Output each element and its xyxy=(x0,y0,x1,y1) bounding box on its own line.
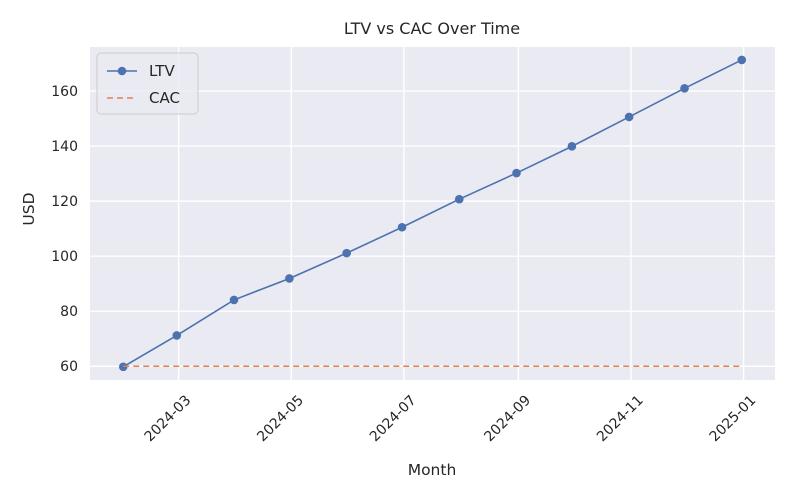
x-axis-title: Month xyxy=(408,461,457,479)
ltv-point xyxy=(229,295,239,305)
y-axis-title: USD xyxy=(20,192,38,225)
ltv-point xyxy=(737,55,747,65)
y-tick-label: 80 xyxy=(60,304,78,320)
y-tick-label: 120 xyxy=(51,194,78,210)
x-tick-label: 2025-01 xyxy=(707,392,760,445)
ltv-point xyxy=(397,222,407,232)
y-tick-label: 100 xyxy=(51,249,78,265)
ltv-point xyxy=(118,362,128,372)
legend-ltv-marker xyxy=(117,66,127,76)
chart-title: LTV vs CAC Over Time xyxy=(344,19,520,38)
ltv-point xyxy=(512,168,521,178)
plot-area xyxy=(90,47,775,380)
x-tick-label: 2024-05 xyxy=(254,392,307,445)
x-tick-labels: 2024-03 2024-05 2024-07 2024-09 2024-11 2025-… xyxy=(142,392,760,445)
y-tick-labels: 60 80 100 120 140 160 xyxy=(51,84,78,375)
ltv-point xyxy=(624,112,634,122)
ltv-point xyxy=(567,142,577,151)
y-tick-label: 140 xyxy=(51,139,78,155)
x-tick-label: 2024-03 xyxy=(142,392,195,445)
x-tick-label: 2024-11 xyxy=(594,392,647,445)
series-layer xyxy=(118,55,747,372)
ltv-point xyxy=(342,248,351,258)
ltv-point xyxy=(172,331,182,340)
y-tick-label: 160 xyxy=(51,84,78,100)
x-tick-label: 2024-09 xyxy=(481,392,534,445)
ltv-point xyxy=(680,83,689,93)
ltv-series-line xyxy=(122,59,743,368)
ltv-point xyxy=(285,274,294,283)
legend-ltv-label: LTV xyxy=(149,62,175,80)
legend-box xyxy=(96,52,199,115)
legend-cac-label: CAC xyxy=(149,89,180,107)
ltv-point xyxy=(454,194,464,204)
y-tick-label: 60 xyxy=(60,359,78,375)
x-tick-label: 2024-07 xyxy=(367,392,420,445)
legend: LTV CAC xyxy=(96,52,199,115)
y-gridlines xyxy=(90,90,775,367)
